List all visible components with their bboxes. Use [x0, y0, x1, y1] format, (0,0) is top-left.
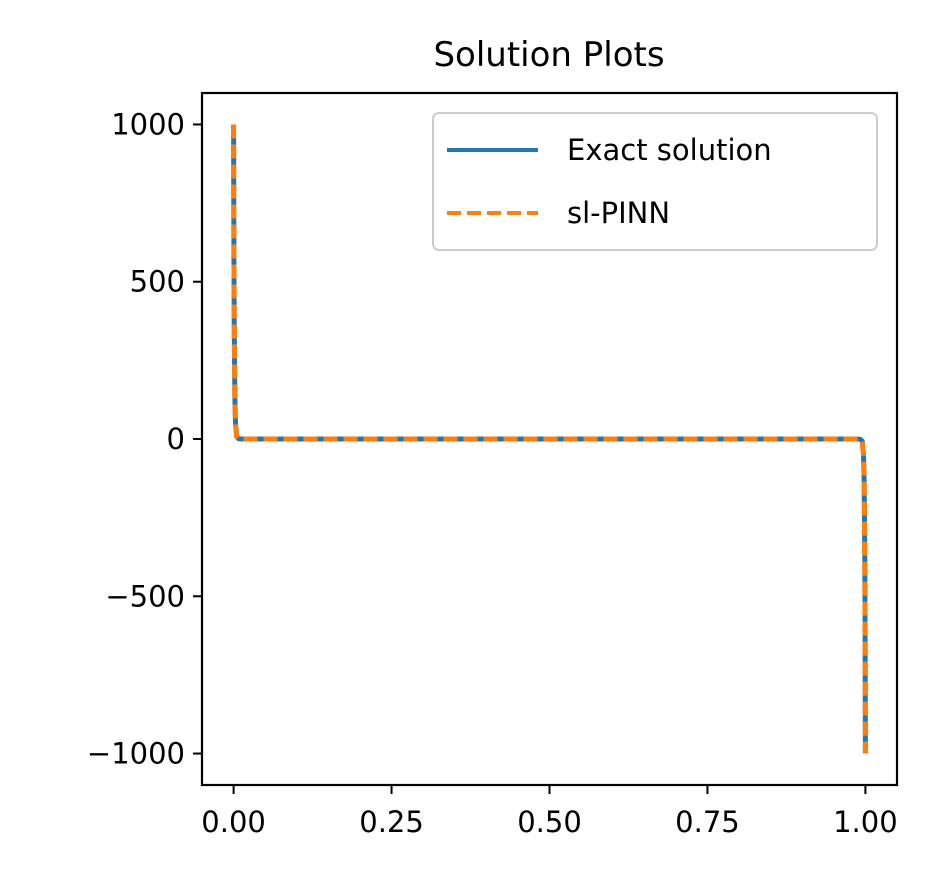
- y-tick-label: −500: [105, 579, 185, 613]
- x-tick-label: 0.50: [517, 805, 582, 839]
- legend-label-exact-solution: Exact solution: [567, 133, 772, 167]
- y-tick-label: 0: [167, 422, 185, 456]
- x-tick-label: 1.00: [833, 805, 898, 839]
- x-tick-label: 0.00: [201, 805, 266, 839]
- x-tick-label: 0.75: [675, 805, 740, 839]
- legend: Exact solution sl-PINN: [432, 112, 878, 251]
- x-axis: 0.00 0.25 0.50 0.75 1.00: [201, 785, 898, 839]
- legend-box: [432, 112, 878, 251]
- y-tick-label: 1000: [111, 107, 185, 141]
- chart-title: Solution Plots: [433, 35, 664, 75]
- y-tick-label: −1000: [87, 737, 185, 771]
- series-layer: [231, 124, 868, 754]
- y-tick-label: 500: [130, 265, 185, 299]
- y-axis: 1000 500 0 −500 −1000: [87, 107, 202, 771]
- series-line-sl-pinn: [231, 124, 868, 754]
- legend-label-sl-pinn: sl-PINN: [567, 196, 670, 230]
- x-tick-label: 0.25: [359, 805, 424, 839]
